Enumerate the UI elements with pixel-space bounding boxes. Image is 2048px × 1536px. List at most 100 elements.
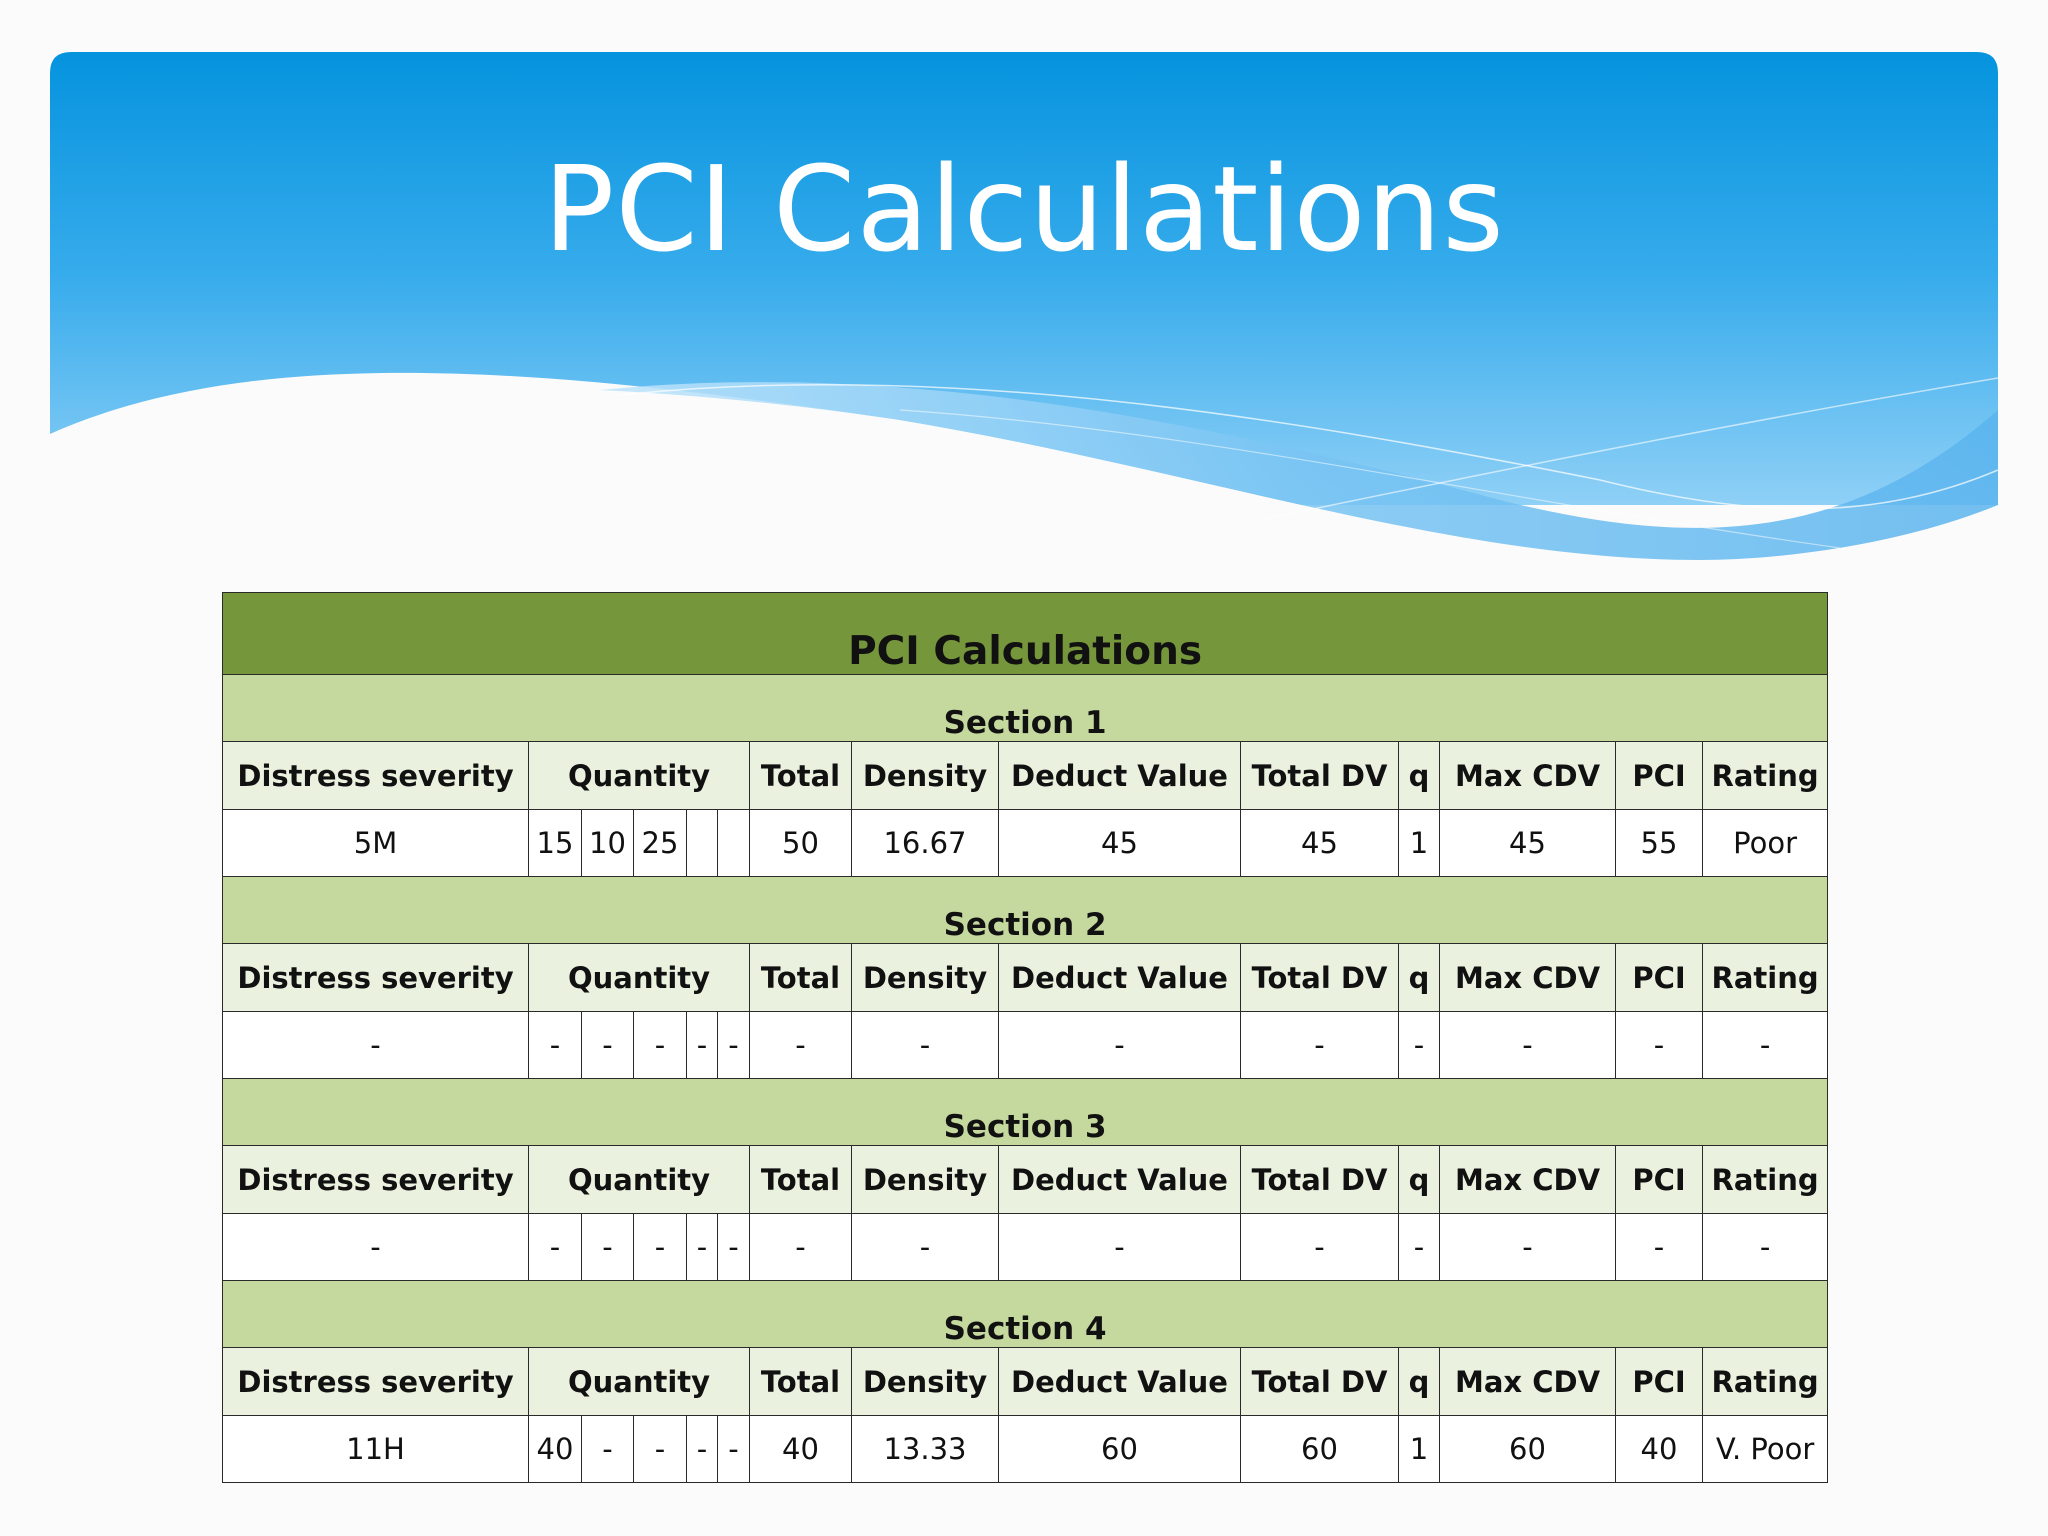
- column-header-q: q: [1398, 1145, 1440, 1214]
- cell-quantity: -: [717, 1213, 750, 1281]
- column-header-quantity: Quantity: [528, 1347, 750, 1416]
- cell-q: -: [1398, 1011, 1440, 1079]
- cell-density: -: [851, 1011, 999, 1079]
- cell-deduct-value: 60: [998, 1415, 1241, 1483]
- column-header-max-cdv: Max CDV: [1439, 943, 1616, 1012]
- cell-quantity: -: [633, 1213, 687, 1281]
- column-header-pci: PCI: [1615, 1145, 1703, 1214]
- table-row: 11H 40- - - -40 13.33 60 60 1 60 40 V. Poor: [222, 1415, 1829, 1483]
- cell-density: -: [851, 1213, 999, 1281]
- cell-deduct-value: -: [998, 1011, 1241, 1079]
- cell-total: 50: [749, 809, 852, 877]
- column-header-max-cdv: Max CDV: [1439, 1347, 1616, 1416]
- column-header-density: Density: [851, 1347, 999, 1416]
- cell-density: 16.67: [851, 809, 999, 877]
- column-header-quantity: Quantity: [528, 1145, 750, 1214]
- cell-pci: 40: [1615, 1415, 1703, 1483]
- column-header-quantity: Quantity: [528, 943, 750, 1012]
- cell-quantity: -: [581, 1011, 634, 1079]
- column-header-quantity: Quantity: [528, 741, 750, 810]
- cell-quantity: 10: [581, 809, 634, 877]
- header-wave-banner: [50, 52, 1999, 620]
- cell-quantity: -: [633, 1415, 687, 1483]
- column-header-distress-severity: Distress severity: [222, 1347, 529, 1416]
- section-band-row: Section 1: [221, 674, 1829, 742]
- column-header-total: Total: [749, 741, 852, 810]
- cell-quantity: -: [581, 1213, 634, 1281]
- column-header-total: Total: [749, 1347, 852, 1416]
- section-title: Section 4: [221, 1280, 1829, 1348]
- column-header-row: Distress severity Quantity Total Density Ded…: [222, 1347, 1829, 1416]
- cell-total-dv: -: [1240, 1011, 1399, 1079]
- cell-quantity: [686, 809, 718, 877]
- pci-calculations-table: PCI Calculations Section 1 Distress severi…: [221, 592, 1829, 1483]
- column-header-rating: Rating: [1701, 1347, 1829, 1416]
- column-header-total-dv: Total DV: [1240, 943, 1399, 1012]
- table-title: PCI Calculations: [221, 592, 1829, 675]
- column-header-distress-severity: Distress severity: [222, 741, 529, 810]
- cell-max-cdv: 45: [1439, 809, 1616, 877]
- cell-pci: 55: [1615, 809, 1703, 877]
- cell-quantity: -: [528, 1011, 582, 1079]
- cell-rating: V. Poor: [1701, 1415, 1829, 1483]
- column-header-pci: PCI: [1615, 741, 1703, 810]
- cell-max-cdv: -: [1439, 1213, 1616, 1281]
- cell-q: 1: [1398, 809, 1440, 877]
- column-header-pci: PCI: [1615, 943, 1703, 1012]
- section-band-row: Section 3: [221, 1078, 1829, 1146]
- cell-quantity: 25: [633, 809, 687, 877]
- column-header-density: Density: [851, 741, 999, 810]
- section-band-row: Section 4: [221, 1280, 1829, 1348]
- cell-total: -: [749, 1213, 852, 1281]
- slide-title: PCI Calculations: [543, 140, 1505, 278]
- cell-total-dv: 45: [1240, 809, 1399, 877]
- column-header-row: Distress severity Quantity Total Density Ded…: [222, 943, 1829, 1012]
- table-title-row: PCI Calculations: [221, 592, 1829, 675]
- column-header-max-cdv: Max CDV: [1439, 741, 1616, 810]
- cell-quantity: -: [581, 1415, 634, 1483]
- cell-pci: -: [1615, 1213, 1703, 1281]
- cell-quantity: -: [717, 1011, 750, 1079]
- column-header-q: q: [1398, 943, 1440, 1012]
- column-header-total: Total: [749, 1145, 852, 1214]
- column-header-total: Total: [749, 943, 852, 1012]
- column-header-deduct-value: Deduct Value: [998, 943, 1241, 1012]
- section-band-row: Section 2: [221, 876, 1829, 944]
- column-header-q: q: [1398, 1347, 1440, 1416]
- cell-quantity: [717, 809, 750, 877]
- cell-max-cdv: -: [1439, 1011, 1616, 1079]
- column-header-total-dv: Total DV: [1240, 741, 1399, 810]
- column-header-rating: Rating: [1701, 1145, 1829, 1214]
- cell-quantity: -: [686, 1415, 718, 1483]
- column-header-row: Distress severity Quantity Total Density Ded…: [222, 1145, 1829, 1214]
- column-header-density: Density: [851, 943, 999, 1012]
- column-header-distress-severity: Distress severity: [222, 1145, 529, 1214]
- column-header-total-dv: Total DV: [1240, 1347, 1399, 1416]
- column-header-deduct-value: Deduct Value: [998, 741, 1241, 810]
- cell-rating: -: [1701, 1011, 1829, 1079]
- column-header-rating: Rating: [1701, 741, 1829, 810]
- column-header-max-cdv: Max CDV: [1439, 1145, 1616, 1214]
- table-row: 5M 15 10 25 50 16.67 45 45 1 45 55 Poor: [222, 809, 1829, 877]
- cell-quantity: 15: [528, 809, 582, 877]
- column-header-q: q: [1398, 741, 1440, 810]
- column-header-deduct-value: Deduct Value: [998, 1347, 1241, 1416]
- cell-deduct-value: -: [998, 1213, 1241, 1281]
- cell-total: -: [749, 1011, 852, 1079]
- cell-q: 1: [1398, 1415, 1440, 1483]
- cell-quantity: -: [633, 1011, 687, 1079]
- cell-density: 13.33: [851, 1415, 999, 1483]
- cell-rating: -: [1701, 1213, 1829, 1281]
- cell-distress-severity: -: [222, 1011, 529, 1079]
- cell-distress-severity: -: [222, 1213, 529, 1281]
- column-header-row: Distress severity Quantity Total Density Ded…: [222, 741, 1829, 810]
- cell-quantity: 40: [528, 1415, 582, 1483]
- cell-quantity: -: [717, 1415, 750, 1483]
- cell-max-cdv: 60: [1439, 1415, 1616, 1483]
- cell-q: -: [1398, 1213, 1440, 1281]
- section-title: Section 3: [221, 1078, 1829, 1146]
- column-header-density: Density: [851, 1145, 999, 1214]
- cell-quantity: -: [686, 1011, 718, 1079]
- cell-distress-severity: 11H: [222, 1415, 529, 1483]
- column-header-deduct-value: Deduct Value: [998, 1145, 1241, 1214]
